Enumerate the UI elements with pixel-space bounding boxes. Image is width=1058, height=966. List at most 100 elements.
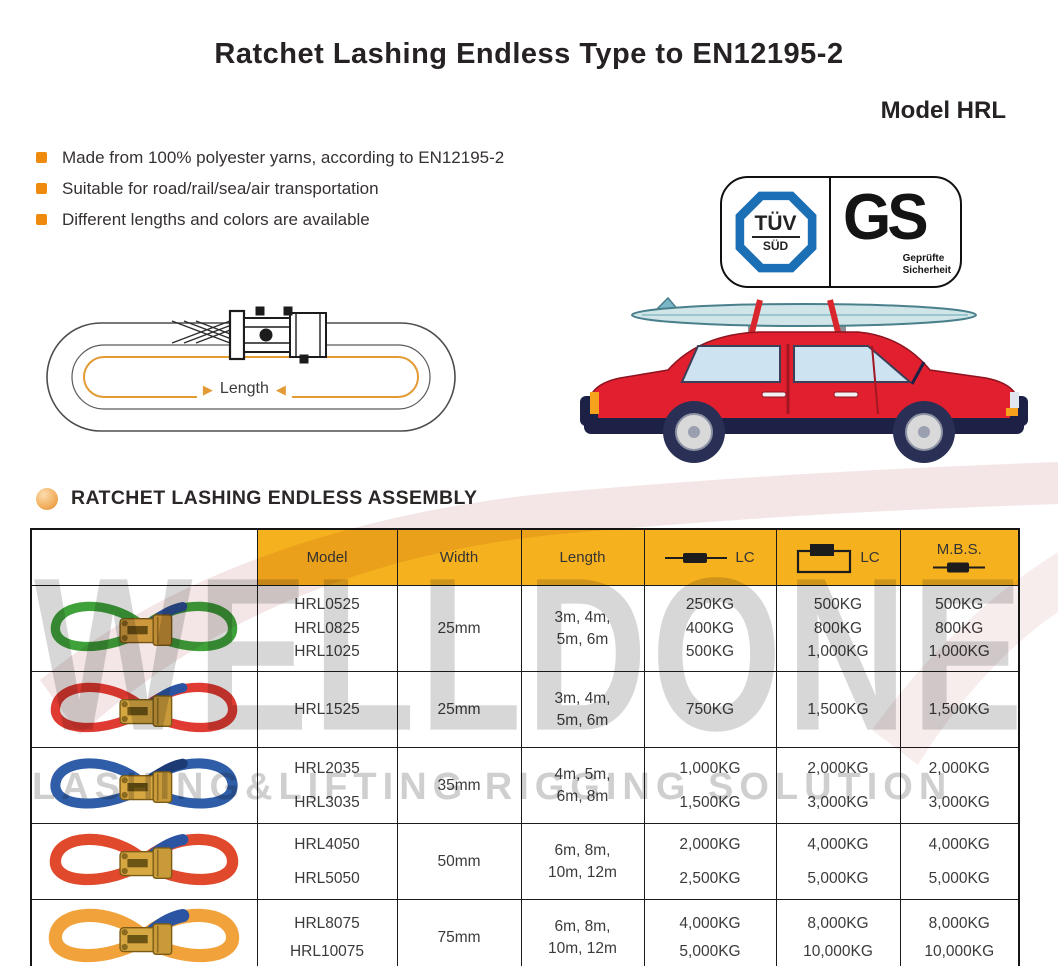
mbs-values: 500KG 800KG 1,000KG xyxy=(901,586,1019,671)
sud-label: SÜD xyxy=(762,238,789,253)
length-cell: 3m, 4m, 5m, 6m xyxy=(520,671,645,748)
lc-straight-cell: 750KG xyxy=(643,671,777,748)
mbs-value: 1,500KG xyxy=(928,700,990,718)
model-value: HRL0525 xyxy=(294,596,360,614)
gs-letters: GS xyxy=(843,181,929,254)
mbs-values: 8,000KG 10,000KG xyxy=(901,900,1019,966)
width-value: 75mm xyxy=(437,928,481,946)
model-value: HRL5050 xyxy=(294,870,360,887)
width-value: 35mm xyxy=(437,776,481,794)
length-value: 10m, 12m xyxy=(548,940,617,957)
mbs-cell: 1,500KG xyxy=(899,671,1020,748)
feature-text: Different lengths and colors are availab… xyxy=(62,209,370,229)
length-cell: 6m, 8m, 10m, 12m xyxy=(520,823,645,900)
length-cell: 6m, 8m, 10m, 12m xyxy=(520,899,645,966)
arrow-right-icon: ▶ xyxy=(202,381,213,397)
width-column-header: Width xyxy=(396,528,522,586)
width-value: 25mm xyxy=(437,700,481,718)
mbs-values: 1,500KG xyxy=(901,672,1019,747)
lc-straight-value: 4,000KG xyxy=(679,914,741,932)
length-values: 6m, 8m, 10m, 12m xyxy=(522,824,644,899)
lc-straight-values: 250KG 400KG 500KG xyxy=(645,586,776,671)
length-value: 6m, 8m, xyxy=(554,841,611,859)
car-body xyxy=(580,331,1028,434)
table-row: HRL4050 HRL5050 50mm 6m, 8m, 10m, 12m 2,000KG… xyxy=(30,823,1020,900)
spec-table-body: HRL0525 HRL0825 HRL1025 25mm 3m, 4m, 5m, 6m 25… xyxy=(30,585,1020,966)
lc-loop-value: 4,000KG xyxy=(807,835,869,853)
width-values: 25mm xyxy=(398,672,521,747)
ratchet-buckle-drawing xyxy=(228,306,327,364)
table-header: Model Width Length LC LC xyxy=(30,528,1020,586)
lc-loop-values: 500KG 800KG 1,000KG xyxy=(777,586,900,671)
model-cell: HRL4050 HRL5050 xyxy=(256,823,398,900)
model-value: HRL0825 xyxy=(294,619,360,637)
width-values: 25mm xyxy=(398,586,521,671)
lc-straight-column-header: LC xyxy=(643,528,777,586)
gs-logo: GS Geprüfte Sicherheit xyxy=(831,178,960,286)
lc-loop-cell: 8,000KG 10,000KG xyxy=(775,899,901,966)
lc-loop-value: 3,000KG xyxy=(807,794,869,811)
ratchet-buckle xyxy=(119,614,173,647)
mbs-value: 1,000KG xyxy=(928,643,990,661)
lc-loop-values: 4,000KG 5,000KG xyxy=(777,824,900,899)
length-value: 5m, 6m xyxy=(556,631,609,648)
ratchet-buckle xyxy=(119,923,173,956)
square-bullet-icon xyxy=(36,214,47,225)
lc-loop-value: 1,500KG xyxy=(807,700,869,718)
lc-loop-cell: 500KG 800KG 1,000KG xyxy=(775,585,901,672)
mbs-cell: 500KG 800KG 1,000KG xyxy=(899,585,1020,672)
loop-pull-icon xyxy=(797,543,852,573)
mbs-cell: 2,000KG 3,000KG xyxy=(899,747,1020,824)
mbs-values: 4,000KG 5,000KG xyxy=(901,824,1019,899)
yellow-endless-ratchet-strap xyxy=(49,908,240,963)
ratchet-buckle xyxy=(119,847,173,880)
length-values: 4m, 5m, 6m, 8m xyxy=(522,748,644,823)
lc-straight-value: 250KG xyxy=(685,596,735,614)
strap-photo xyxy=(30,823,258,900)
lc-straight-value: 500KG xyxy=(685,643,735,661)
length-value: 6m, 8m, xyxy=(554,917,611,935)
lc-straight-value: 2,000KG xyxy=(679,835,741,853)
mbs-value: 3,000KG xyxy=(928,794,990,811)
lc-loop-cell: 1,500KG xyxy=(775,671,901,748)
length-values: 3m, 4m, 5m, 6m xyxy=(522,586,644,671)
green-endless-ratchet-strap xyxy=(51,601,238,652)
lc-loop-cell: 2,000KG 3,000KG xyxy=(775,747,901,824)
length-cell: 4m, 5m, 6m, 8m xyxy=(520,747,645,824)
model-value: HRL1525 xyxy=(294,700,360,718)
lc-straight-value: 1,500KG xyxy=(679,794,741,811)
photo-column-header xyxy=(30,528,258,586)
model-value: HRL3035 xyxy=(294,794,360,811)
red-endless-ratchet-strap xyxy=(51,682,238,733)
lc-loop-column-header: LC xyxy=(775,528,901,586)
lc-loop-value: 800KG xyxy=(813,619,863,637)
lc-straight-value: 1,000KG xyxy=(679,759,741,777)
length-cell: 3m, 4m, 5m, 6m xyxy=(520,585,645,672)
width-value: 25mm xyxy=(437,619,481,637)
model-subtitle: Model HRL xyxy=(880,97,1006,124)
certification-badge: TÜV SÜD GS Geprüfte Sicherheit xyxy=(720,176,962,288)
tuv-octagon-icon xyxy=(735,191,816,273)
width-cell: 50mm xyxy=(396,823,522,900)
lc-loop-value: 10,000KG xyxy=(803,943,873,960)
length-value: 6m, 8m xyxy=(556,788,609,805)
lc-loop-cell: 4,000KG 5,000KG xyxy=(775,823,901,900)
model-values: HRL2035 HRL3035 xyxy=(258,748,397,823)
lc-loop-values: 1,500KG xyxy=(777,672,900,747)
section-header: RATCHET LASHING ENDLESS ASSEMBLY xyxy=(36,487,477,510)
width-values: 35mm xyxy=(398,748,521,823)
width-cell: 75mm xyxy=(396,899,522,966)
lc-straight-values: 750KG xyxy=(645,672,776,747)
mbs-value: 800KG xyxy=(935,619,984,637)
model-value: HRL8075 xyxy=(294,914,360,932)
feature-list: Made from 100% polyester yarns, accordin… xyxy=(36,142,504,235)
lc-straight-value: 750KG xyxy=(685,700,735,718)
feature-item: Suitable for road/rail/sea/air transport… xyxy=(36,173,504,204)
orange-red-endless-ratchet-strap xyxy=(50,833,239,886)
length-values: 6m, 8m, 10m, 12m xyxy=(522,900,644,966)
model-cell: HRL8075 HRL10075 xyxy=(256,899,398,966)
lc-straight-value: 400KG xyxy=(685,619,735,637)
width-cell: 25mm xyxy=(396,585,522,672)
mbs-value: 2,000KG xyxy=(928,759,990,777)
strap-photo xyxy=(30,747,258,824)
